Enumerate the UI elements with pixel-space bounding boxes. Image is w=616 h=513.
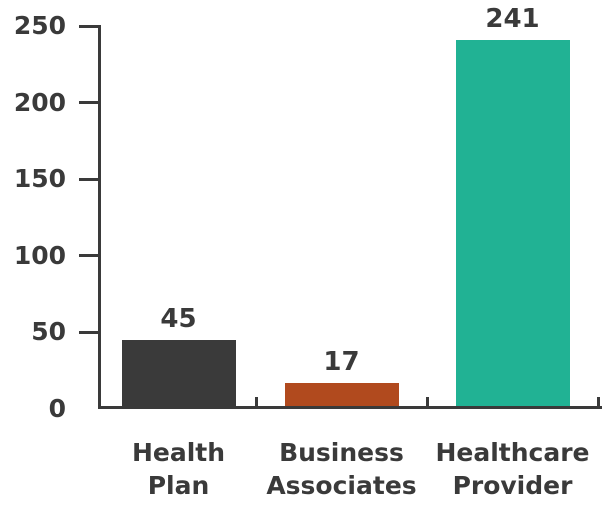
x-axis-tick: [596, 397, 600, 409]
category-label-line: Healthcare: [435, 438, 590, 467]
category-label-line: Plan: [147, 471, 210, 500]
bar-health-plan: [121, 340, 236, 409]
bar-healthcare-provider: [455, 40, 570, 409]
y-axis-tick: [79, 101, 101, 105]
y-axis-tick-label: 250: [13, 11, 66, 40]
x-axis-tick: [254, 397, 258, 409]
y-axis-tick-label: 150: [13, 164, 66, 194]
category-label-line: Associates: [266, 471, 417, 500]
y-axis-tick: [79, 330, 101, 334]
x-axis-line: [98, 406, 602, 409]
y-axis-tick-label: 0: [48, 394, 66, 423]
y-axis-line: [98, 26, 101, 409]
y-axis-tick: [79, 177, 101, 181]
bar-business-associates: [284, 383, 399, 409]
y-axis-tick: [79, 24, 101, 28]
category-label-health-plan: Health Plan: [79, 436, 279, 502]
category-label-line: Business: [279, 438, 404, 467]
category-label-line: Provider: [452, 471, 573, 500]
y-axis-tick-label: 100: [13, 240, 66, 270]
x-axis-tick: [425, 397, 429, 409]
y-axis-tick: [79, 254, 101, 258]
bar-value-label-business-associates: 17: [323, 347, 360, 377]
bar-value-label-healthcare-provider: 241: [485, 4, 540, 34]
category-label-business-associates: Business Associates: [242, 436, 442, 502]
category-label-line: Health: [131, 438, 226, 467]
bar-value-label-health-plan: 45: [160, 304, 197, 334]
y-axis-tick-label: 50: [31, 317, 66, 347]
y-axis-tick-label: 200: [13, 87, 66, 117]
category-label-healthcare-provider: Healthcare Provider: [413, 436, 613, 502]
